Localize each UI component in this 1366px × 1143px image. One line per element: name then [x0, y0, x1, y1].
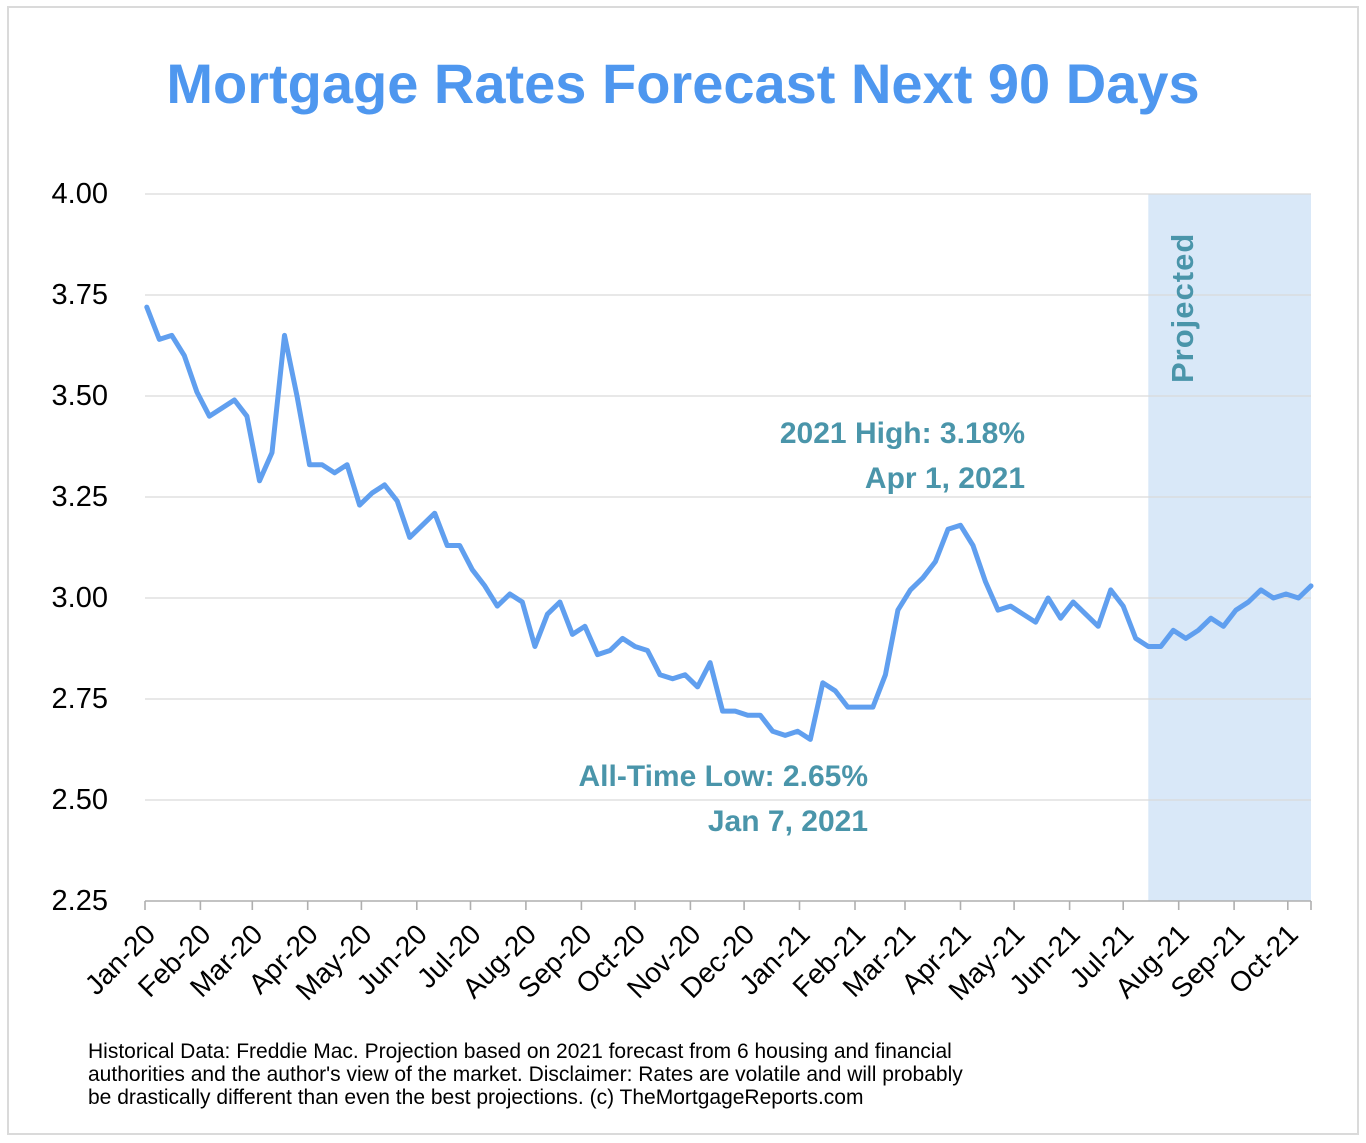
- annotation-low-date: Jan 7, 2021: [707, 805, 868, 838]
- annotation-all-time-low: All-Time Low: 2.65% Jan 7, 2021: [578, 754, 868, 844]
- footnote: Historical Data: Freddie Mac. Projection…: [88, 1040, 963, 1109]
- projected-region-label: Projected: [1165, 232, 1200, 383]
- footnote-line-2: authorities and the author's view of the…: [88, 1063, 963, 1086]
- annotation-high-date: Apr 1, 2021: [864, 462, 1025, 495]
- annotation-high-value: 2021 High: 3.18%: [779, 417, 1025, 450]
- footnote-line-3: be drastically different than even the b…: [88, 1086, 864, 1109]
- mortgage-rate-line: [144, 304, 1314, 742]
- page-title: Mortgage Rates Forecast Next 90 Days: [166, 52, 1200, 115]
- annotation-low-value: All-Time Low: 2.65%: [578, 760, 868, 793]
- annotation-2021-high: 2021 High: 3.18% Apr 1, 2021: [780, 411, 1025, 501]
- projected-region: [1148, 194, 1311, 901]
- footnote-line-1: Historical Data: Freddie Mac. Projection…: [88, 1040, 952, 1063]
